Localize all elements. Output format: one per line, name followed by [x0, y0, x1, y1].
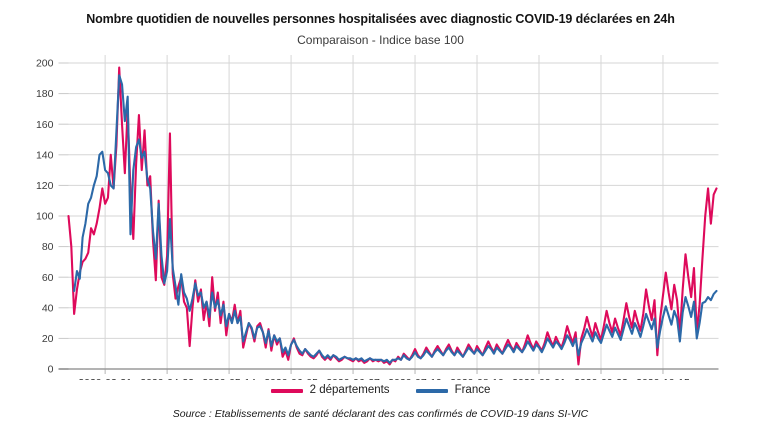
y-tick-label: 120 [36, 180, 54, 192]
y-tick-label: 200 [36, 58, 54, 70]
chart-legend: 2 départements France [0, 384, 761, 397]
data-series [67, 66, 718, 366]
x-tick-label: 2020-06-27 [326, 377, 380, 380]
y-tick-label: 40 [42, 302, 54, 314]
x-axis-ticks [104, 55, 664, 374]
x-tick-label: 2020-05-14 [202, 377, 256, 380]
legend-item-departements: 2 départements [270, 384, 390, 397]
y-tick-label: 180 [36, 88, 54, 100]
y-tick-label: 20 [42, 333, 54, 345]
y-tick-label: 140 [36, 149, 54, 161]
x-tick-label: 2020-10-15 [636, 377, 690, 380]
x-tick-label: 2020-04-22 [140, 377, 194, 380]
legend-item-france: France [415, 384, 491, 397]
y-tick-label: 0 [48, 364, 54, 376]
series-line-france [73, 74, 718, 364]
y-tick-label: 80 [42, 241, 54, 253]
x-tick-label: 2020-09-01 [512, 377, 566, 380]
chart-title: Nombre quotidien de nouvelles personnes … [86, 12, 675, 26]
legend-label-departements: 2 départements [309, 384, 390, 396]
chart-subtitle: Comparaison - Indice base 100 [297, 33, 464, 47]
x-tick-label: 2020-03-31 [78, 377, 132, 380]
gridlines [58, 62, 719, 370]
y-axis-labels: 0 20 40 60 80 100 120 140 160 180 200 [36, 58, 54, 376]
x-axis-labels: 2020-03-31 2020-04-22 2020-05-14 2020-06-05… [78, 377, 690, 380]
legend-swatch-departements [270, 388, 303, 393]
x-tick-label: 2020-07-19 [388, 377, 442, 380]
x-tick-label: 2020-08-10 [450, 377, 504, 380]
legend-swatch-france [415, 388, 448, 393]
y-tick-label: 100 [36, 211, 54, 223]
legend-label-france: France [454, 384, 491, 396]
x-tick-label: 2020-09-23 [574, 377, 628, 380]
y-tick-label: 60 [42, 272, 54, 284]
source-note: Source : Etablissements de santé déclara… [172, 408, 589, 420]
x-tick-label: 2020-06-05 [264, 377, 318, 380]
y-tick-label: 160 [36, 119, 54, 131]
